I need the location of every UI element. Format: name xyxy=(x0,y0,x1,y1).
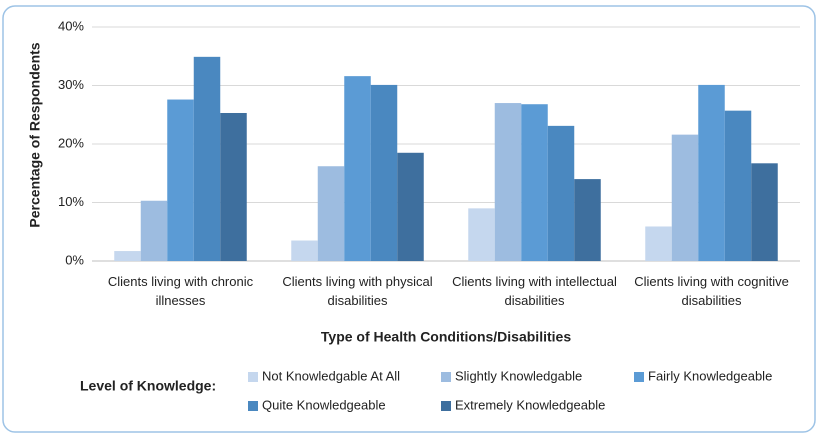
y-tick-label: 40% xyxy=(58,18,84,33)
legend-label: Extremely Knowledgeable xyxy=(455,397,605,412)
bar xyxy=(494,103,522,261)
bar xyxy=(574,179,601,261)
legend-swatch xyxy=(441,401,451,411)
y-tick-label: 30% xyxy=(58,77,84,92)
bar xyxy=(114,251,141,261)
bar xyxy=(547,125,575,262)
bar xyxy=(521,104,548,261)
x-tick-label: Clients living with chronic illnesses xyxy=(107,274,254,308)
bar xyxy=(344,76,371,261)
bar xyxy=(468,208,495,261)
x-tick-label: Clients living with physical disabilitie… xyxy=(282,274,433,308)
bar xyxy=(193,56,221,262)
legend-label: Not Knowledgable At All xyxy=(262,368,400,383)
legend-swatch xyxy=(441,372,451,382)
bar xyxy=(724,110,752,261)
bar xyxy=(645,226,672,261)
y-tick-label: 0% xyxy=(65,252,84,267)
legend-swatch xyxy=(248,401,258,411)
y-axis-title: Percentage of Respondents xyxy=(27,42,43,227)
bar xyxy=(220,112,247,262)
bar xyxy=(698,84,725,261)
bar xyxy=(140,200,168,261)
y-tick-label: 20% xyxy=(58,135,84,150)
legend-swatch xyxy=(248,372,258,382)
legend-label: Slightly Knowledgable xyxy=(455,368,582,383)
legend-label: Quite Knowledgeable xyxy=(262,397,386,412)
bar xyxy=(671,134,699,261)
legend-swatch xyxy=(634,372,644,382)
bar xyxy=(317,166,345,261)
y-tick-label: 10% xyxy=(58,194,84,209)
bar xyxy=(397,152,424,261)
x-tick-label: Clients living with intellectual disabil… xyxy=(452,274,617,308)
legend-title: Level of Knowledge: xyxy=(80,378,216,394)
x-tick-label: Clients living with cognitive disabiliti… xyxy=(634,274,789,308)
x-axis-title: Type of Health Conditions/Disabilities xyxy=(321,329,571,345)
legend-label: Fairly Knowledgeable xyxy=(648,368,772,383)
bar xyxy=(167,99,194,261)
bar xyxy=(291,240,318,261)
bar xyxy=(751,163,778,261)
bar xyxy=(370,84,398,261)
